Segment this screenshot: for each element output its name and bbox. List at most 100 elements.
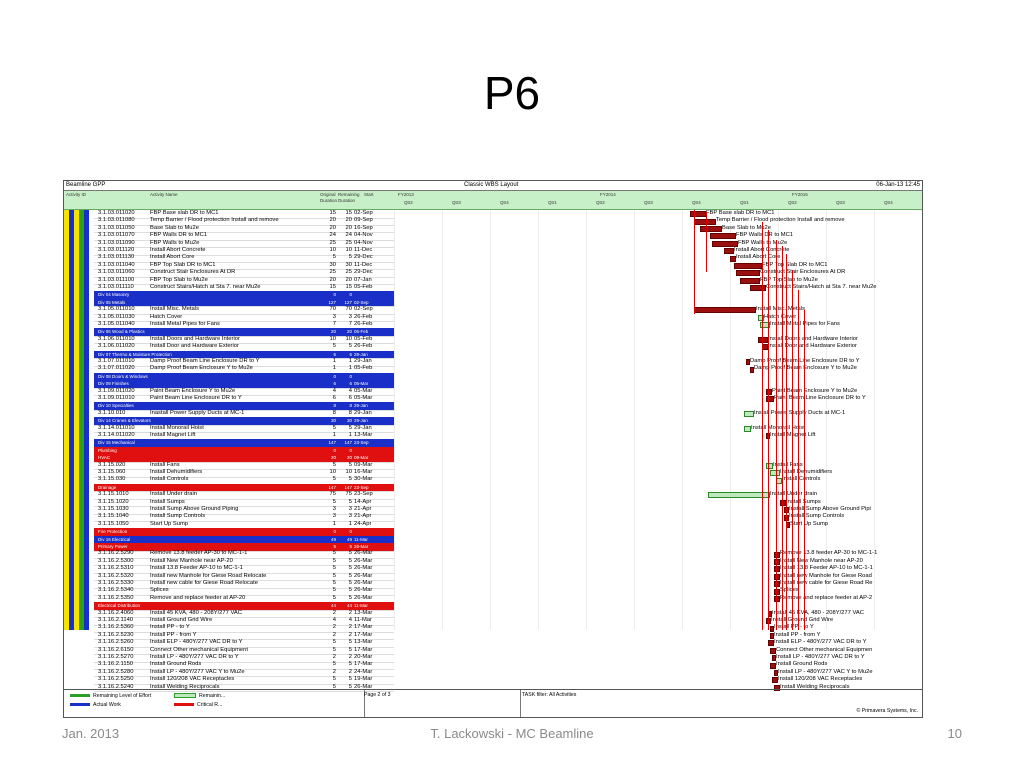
wbs-group-row[interactable]: Div 06 Wood & Plastics 20 20 05-Feb [94, 328, 394, 337]
gantt-bar[interactable] [768, 640, 774, 647]
gantt-bar[interactable] [744, 411, 754, 417]
activity-row[interactable]: 3.1.05.011030 Hatch Cover 3 3 26-Feb [94, 314, 394, 323]
gantt-bar[interactable] [712, 240, 738, 247]
col-start[interactable]: Start [364, 192, 374, 197]
gantt-bar[interactable] [770, 662, 776, 669]
activity-row[interactable]: 3.1.16.2.5230 Install PP - from Y 2 2 17-Mar [94, 632, 394, 641]
gantt-bar[interactable] [734, 263, 762, 269]
gantt-bar[interactable] [694, 307, 756, 314]
activity-row[interactable]: 3.1.03.011130 Install Abort Core 5 5 29-Dec [94, 254, 394, 263]
wbs-group-row[interactable]: Div 09 Finishes 6 6 05-Mar [94, 380, 394, 389]
gantt-bar[interactable] [770, 647, 776, 654]
col-original-duration[interactable]: Original Duration [320, 192, 338, 203]
wbs-group-row[interactable]: Div 05 Metals 127 127 02-Sep [94, 298, 394, 308]
gantt-bar[interactable] [774, 588, 780, 595]
activity-row[interactable]: 3.1.16.2.1140 Install Ground Grid Wire 4 4 1… [94, 617, 394, 626]
gantt-bar[interactable] [770, 633, 774, 639]
activity-row[interactable]: 3.1.15.060 Install Dehumidifiers 10 10 16-Ma… [94, 469, 394, 478]
activity-row[interactable]: 3.1.15.1030 Install Sump Above Ground Pip… [94, 506, 394, 515]
gantt-bar[interactable] [766, 462, 773, 469]
gantt-bar[interactable] [740, 277, 760, 284]
activity-row[interactable]: 3.1.16.2.5290 Remove 13.8 feeder AP-30 to… [94, 550, 394, 559]
gantt-bar[interactable] [780, 499, 786, 506]
activity-row[interactable]: 3.1.15.1020 Install Sumps 5 5 14-Apr [94, 499, 394, 508]
wbs-group-row[interactable]: Div 07 Thermo & Moisture Protection 6 6 29-… [94, 350, 394, 360]
activity-row[interactable]: 3.1.16.2.5260 Install ELP - 480Y/277 VAC … [94, 639, 394, 648]
gantt-bar[interactable] [750, 366, 754, 373]
timeline-gridline [874, 210, 875, 630]
gantt-bar-label: Install PP - to Y [774, 624, 814, 631]
gantt-bar[interactable] [710, 233, 736, 240]
col-activity-id[interactable]: Activity ID [66, 192, 87, 197]
activity-row[interactable]: 3.1.03.011060 Construct Stair Enclosures … [94, 269, 394, 278]
activity-row[interactable]: 3.1.16.2.4060 Install 45 KVA, 480 - 208Y/… [94, 610, 394, 619]
gantt-bar[interactable] [690, 211, 706, 218]
gantt-bar[interactable] [694, 218, 716, 225]
activity-row[interactable]: 3.1.06.011010 Install Doors and Hardware … [94, 336, 394, 345]
gantt-bar[interactable] [758, 337, 768, 343]
original-duration: 25 [329, 239, 336, 246]
wbs-group-row[interactable]: Div 14 Cranes & Elevators 30 30 29-Jan [94, 417, 394, 426]
activity-row[interactable]: 3.1.16.2.5340 Splices 5 5 26-Mar [94, 587, 394, 596]
activity-row[interactable]: 3.1.16.2.5320 Install new Manhole for Gie… [94, 573, 394, 582]
activity-row[interactable]: 3.1.16.2.5330 Install new cable for Giese… [94, 580, 394, 589]
gantt-bar[interactable] [724, 248, 734, 255]
gantt-bar[interactable] [774, 581, 780, 588]
activity-row[interactable]: 3.1.16.2.1150 Install Ground Rods 5 5 17-Mar [94, 661, 394, 670]
activity-row[interactable]: 3.1.03.011120 Install Abort Concrete 10 10 1… [94, 247, 394, 256]
gantt-bar[interactable] [774, 670, 778, 676]
activity-row[interactable]: 3.1.16.2.5360 Install PP - to Y 2 2 17-Mar [94, 624, 394, 633]
gantt-bar[interactable] [774, 596, 780, 602]
gantt-bar[interactable] [770, 470, 780, 477]
col-remaining-duration[interactable]: Remaining Duration [338, 192, 360, 203]
gantt-bar[interactable] [708, 492, 770, 499]
gantt-bar[interactable] [736, 270, 760, 277]
activity-row[interactable]: 3.1.14.011010 Install Monorail Hoist 5 5 29-… [94, 425, 394, 434]
gantt-bar[interactable] [746, 359, 750, 366]
activity-row[interactable]: 3.1.07.011010 Damp Proof Beam Line Enclos… [94, 358, 394, 367]
activity-row[interactable]: 3.1.03.011090 FBP Walls to Mu2e 25 25 04-Nov [94, 240, 394, 249]
activity-row[interactable]: 3.1.03.011040 FBP Top Slab DR to MC1 30 30 1… [94, 262, 394, 271]
activity-row[interactable]: 3.1.03.011100 FBP Top Slab to Mu2e 20 20 07-… [94, 277, 394, 286]
gantt-bar[interactable] [770, 625, 774, 632]
wbs-group-row[interactable]: Primary Power 5 5 26-Mar [94, 543, 394, 552]
activity-row[interactable]: 3.1.15.1010 Install Under drain 75 75 23-Sep [94, 491, 394, 500]
activity-row[interactable]: 3.1.03.011070 FBP Walls DR to MC1 24 24 04-N… [94, 232, 394, 241]
gantt-bar[interactable] [774, 684, 780, 691]
activity-row[interactable]: 3.1.16.2.5280 Install LP - 480Y/277 VAC Y… [94, 669, 394, 678]
activity-row[interactable]: 3.1.09.011020 Paint Beam Enclosure Y to M… [94, 388, 394, 397]
gantt-bar[interactable] [766, 396, 774, 403]
activity-row[interactable]: 3.1.16.2.5240 Install Welding Reciprocals… [94, 684, 394, 693]
gantt-bar[interactable] [774, 566, 780, 573]
activity-row[interactable]: 3.1.05.011010 Install Misc. Metals 70 70 02-… [94, 306, 394, 315]
gantt-bar[interactable] [774, 551, 780, 558]
wbs-group-row[interactable]: HVAC 20 20 09-Mar [94, 454, 394, 463]
col-activity-name[interactable]: Activity Name [150, 192, 178, 197]
gantt-bar[interactable] [760, 322, 770, 329]
activity-row[interactable]: 3.1.16.2.5250 Install 120/208 VAC Recepta… [94, 676, 394, 685]
activity-row[interactable]: 3.1.16.2.5300 Install New Manhole near AP… [94, 558, 394, 567]
activity-name: Install Metal Pipes for Fans [150, 321, 220, 327]
gantt-bar[interactable] [700, 226, 722, 232]
activity-row[interactable]: 3.1.16.2.6150 Connect Other mechanical Eq… [94, 647, 394, 656]
activity-row[interactable]: 3.1.16.2.5310 Install 13.8 Feeder AP-10 t… [94, 565, 394, 574]
activity-row[interactable]: 3.1.16.2.5270 Install LP - 480Y/277 VAC D… [94, 654, 394, 663]
activity-row[interactable]: 3.1.03.011020 FBP Base slab DR to MC1 15 15… [94, 210, 394, 219]
activity-row[interactable]: 3.1.03.011080 Temp Barrier / Flood protec… [94, 217, 394, 226]
activity-row[interactable]: 3.1.15.020 Install Fans 5 5 09-Mar [94, 462, 394, 471]
activity-row[interactable]: 3.1.15.1040 Install Sump Controls 3 3 21-Apr [94, 513, 394, 522]
gantt-bar[interactable] [774, 573, 780, 580]
gantt-bar[interactable] [772, 655, 776, 662]
gantt-bar[interactable] [772, 677, 778, 684]
gantt-bar[interactable] [744, 425, 751, 432]
wbs-group-row[interactable]: Electrical Distribution 44 44 11-Mar [94, 602, 394, 611]
gantt-bar[interactable] [758, 314, 764, 321]
gantt-bar[interactable] [774, 559, 780, 565]
gantt-bar[interactable] [730, 255, 736, 262]
activity-row[interactable]: 3.1.03.011050 Base Slab to Mu2e 20 20 16-Sep [94, 225, 394, 234]
slide-footer-date: Jan. 2013 [62, 726, 120, 741]
gantt-bar[interactable] [766, 388, 772, 395]
wbs-group-row[interactable]: Drainage 147 147 23-Sep [94, 483, 394, 493]
wbs-group-row[interactable]: Div 10 Specialties 8 8 29-Jan [94, 402, 394, 411]
gantt-bar[interactable] [750, 285, 766, 292]
